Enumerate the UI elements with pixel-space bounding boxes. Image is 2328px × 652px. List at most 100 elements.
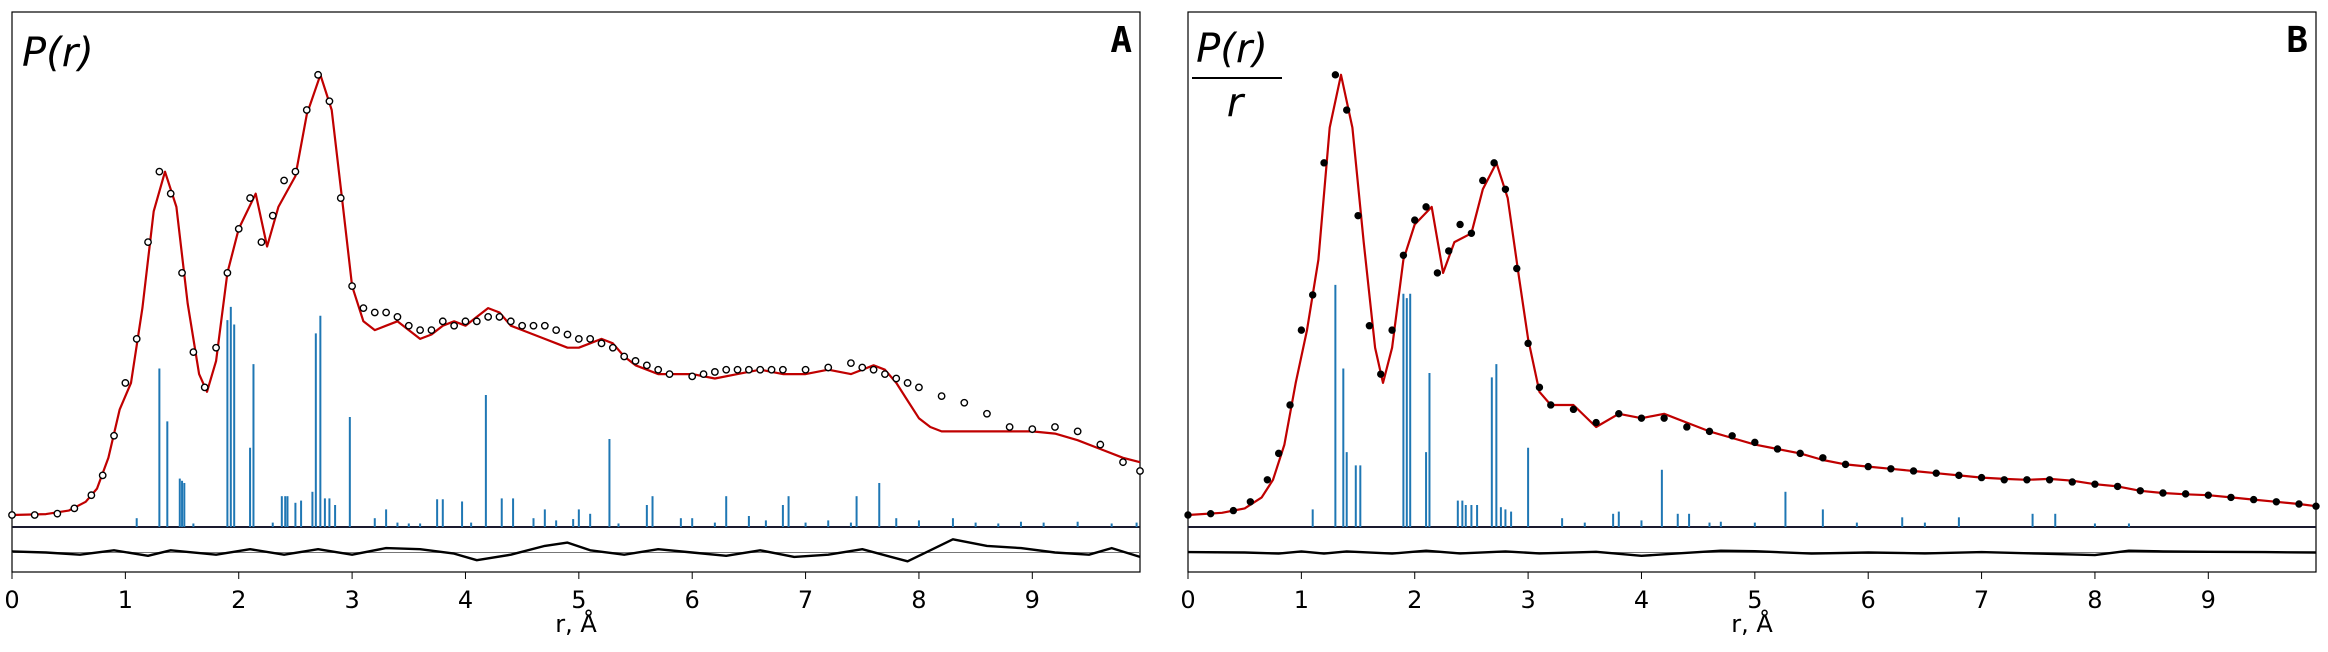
y-axis-label-numerator: P(r) — [1196, 26, 1268, 72]
data-point — [529, 321, 538, 330]
data-point — [336, 194, 345, 202]
data-point — [30, 511, 39, 519]
data-point — [70, 504, 79, 513]
data-point — [1490, 159, 1498, 167]
data-point — [348, 282, 357, 291]
data-point — [983, 409, 991, 418]
data-point — [1683, 423, 1691, 431]
x-tick-label: 6 — [1861, 586, 1876, 614]
data-point — [1501, 185, 1510, 193]
data-point — [1051, 423, 1059, 431]
x-tick-label: 7 — [1974, 586, 1989, 614]
data-point — [778, 365, 787, 374]
data-point — [200, 383, 209, 392]
x-tick-label: 8 — [911, 586, 926, 614]
x-tick-label: 1 — [118, 586, 133, 614]
panel-label: B — [2286, 20, 2308, 61]
data-point — [1119, 458, 1127, 467]
data-point — [359, 304, 368, 313]
data-point — [1887, 465, 1895, 473]
x-tick-label: 8 — [2087, 586, 2102, 614]
data-point — [960, 398, 969, 407]
x-axis-label: r, Å — [555, 609, 597, 638]
data-point — [2136, 487, 2144, 495]
data-point — [1773, 445, 1782, 453]
data-point — [597, 339, 606, 348]
data-point — [586, 335, 595, 343]
data-point — [2204, 491, 2213, 499]
data-point — [1263, 476, 1272, 484]
x-tick-label: 0 — [4, 586, 19, 614]
data-point — [438, 317, 447, 326]
data-point — [937, 392, 946, 401]
data-point — [189, 348, 198, 357]
data-point — [1206, 509, 1215, 518]
data-point — [1728, 432, 1736, 440]
x-tick-label: 3 — [344, 586, 359, 614]
data-point — [472, 317, 481, 326]
data-point — [2272, 498, 2281, 506]
data-point — [1028, 425, 1037, 434]
data-point — [881, 370, 889, 379]
data-point — [280, 176, 288, 185]
data-point — [1377, 370, 1385, 378]
data-point — [552, 326, 561, 335]
data-point — [212, 343, 220, 352]
data-point — [132, 335, 141, 343]
data-point — [110, 431, 118, 440]
data-point — [8, 511, 16, 519]
data-point — [1467, 229, 1476, 237]
data-point — [1456, 220, 1464, 229]
data-point — [1365, 322, 1374, 330]
data-point — [2045, 476, 2054, 484]
data-point — [756, 365, 765, 374]
data-point — [427, 326, 436, 335]
data-point — [461, 317, 470, 326]
x-tick-label: 2 — [1407, 586, 1422, 614]
data-point — [2312, 502, 2320, 510]
difference-curve — [1187, 549, 2317, 557]
x-tick-label: 3 — [1520, 586, 1535, 614]
data-point — [518, 321, 527, 330]
data-point — [824, 363, 833, 372]
data-point — [246, 194, 254, 202]
data-point — [234, 224, 243, 233]
plot-frame — [11, 11, 1141, 573]
data-point — [858, 363, 867, 372]
data-point — [1073, 427, 1082, 436]
data-point — [1005, 423, 1014, 431]
data-point — [2295, 500, 2303, 508]
x-tick-label: 9 — [1025, 586, 1040, 614]
data-point — [87, 491, 96, 500]
data-point — [1524, 339, 1532, 348]
observed-points — [8, 70, 1144, 519]
data-point — [144, 238, 152, 246]
panel-label: A — [1110, 20, 1132, 61]
data-point — [1751, 438, 1759, 447]
fit-curve — [11, 73, 1141, 517]
data-point — [1864, 462, 1872, 471]
data-point — [1977, 473, 1986, 482]
data-point — [1320, 159, 1328, 167]
data-point — [1331, 71, 1340, 79]
data-point — [1433, 269, 1442, 277]
difference-curve — [11, 538, 1141, 563]
data-point — [1955, 471, 1963, 480]
data-point — [620, 352, 629, 361]
y-axis-label: P(r) — [22, 30, 94, 76]
data-point — [654, 365, 663, 374]
data-point — [416, 326, 425, 335]
data-point — [268, 211, 277, 220]
data-point — [574, 335, 583, 343]
plot-frame — [1187, 11, 2317, 573]
data-point — [1660, 414, 1668, 422]
data-point — [393, 313, 402, 321]
data-point — [1388, 326, 1396, 334]
data-point — [1547, 401, 1555, 409]
stick-series — [1311, 284, 2130, 527]
data-point — [484, 313, 493, 321]
fit-curve — [1187, 73, 2317, 517]
data-point — [733, 365, 742, 374]
data-point — [382, 308, 391, 317]
